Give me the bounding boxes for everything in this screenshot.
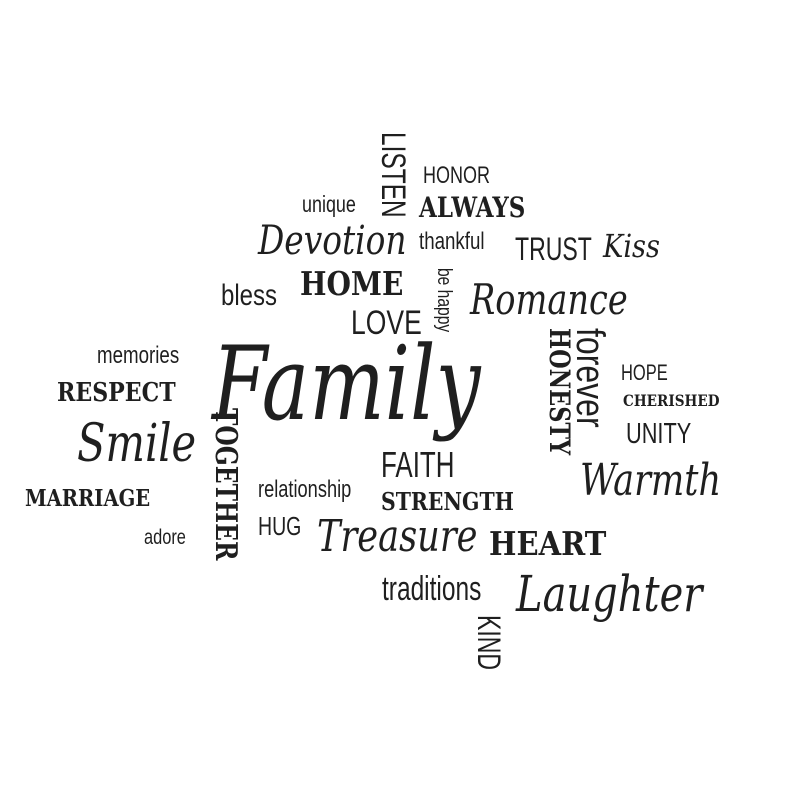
word-smile: Smile <box>77 414 197 474</box>
word-kiss: Kiss <box>603 227 660 265</box>
word-always: ALWAYS <box>419 191 526 224</box>
word-kind: KIND <box>471 615 507 671</box>
word-marriage: MARRIAGE <box>25 485 151 512</box>
word-cherished: CHERISHED <box>623 391 720 410</box>
word-faith: FAITH <box>381 444 455 485</box>
word-devotion: Devotion <box>258 218 407 264</box>
word-warmth: Warmth <box>580 455 722 506</box>
word-trust: TRUST <box>515 231 592 267</box>
word-respect: RESPECT <box>57 378 176 408</box>
word-romance: Romance <box>470 275 628 324</box>
word-adore: adore <box>144 526 186 549</box>
word-laughter: Laughter <box>516 565 703 623</box>
word-treasure: Treasure <box>317 511 478 562</box>
word-traditions: traditions <box>382 570 482 608</box>
word-honor: HONOR <box>423 162 491 189</box>
word-unique: unique <box>302 191 356 217</box>
word-be-happy: be happy <box>433 268 455 333</box>
word-strength: STRENGTH <box>381 487 514 516</box>
word-memories: memories <box>97 342 180 369</box>
word-family: Family <box>212 325 481 444</box>
word-heart: HEART <box>489 524 607 563</box>
word-unity: UNITY <box>626 418 692 450</box>
word-bless: bless <box>221 279 278 312</box>
word-relationship: relationship <box>258 476 352 503</box>
word-hope: HOPE <box>621 360 668 385</box>
word-hug: HUG <box>258 511 302 541</box>
word-forever: forever <box>568 328 612 428</box>
word-listen: LISTEN <box>374 132 412 218</box>
word-thankful: thankful <box>419 228 485 255</box>
word-together: TOGETHER <box>208 408 243 561</box>
word-love: LOVE <box>351 304 422 342</box>
word-home: HOME <box>300 264 404 303</box>
